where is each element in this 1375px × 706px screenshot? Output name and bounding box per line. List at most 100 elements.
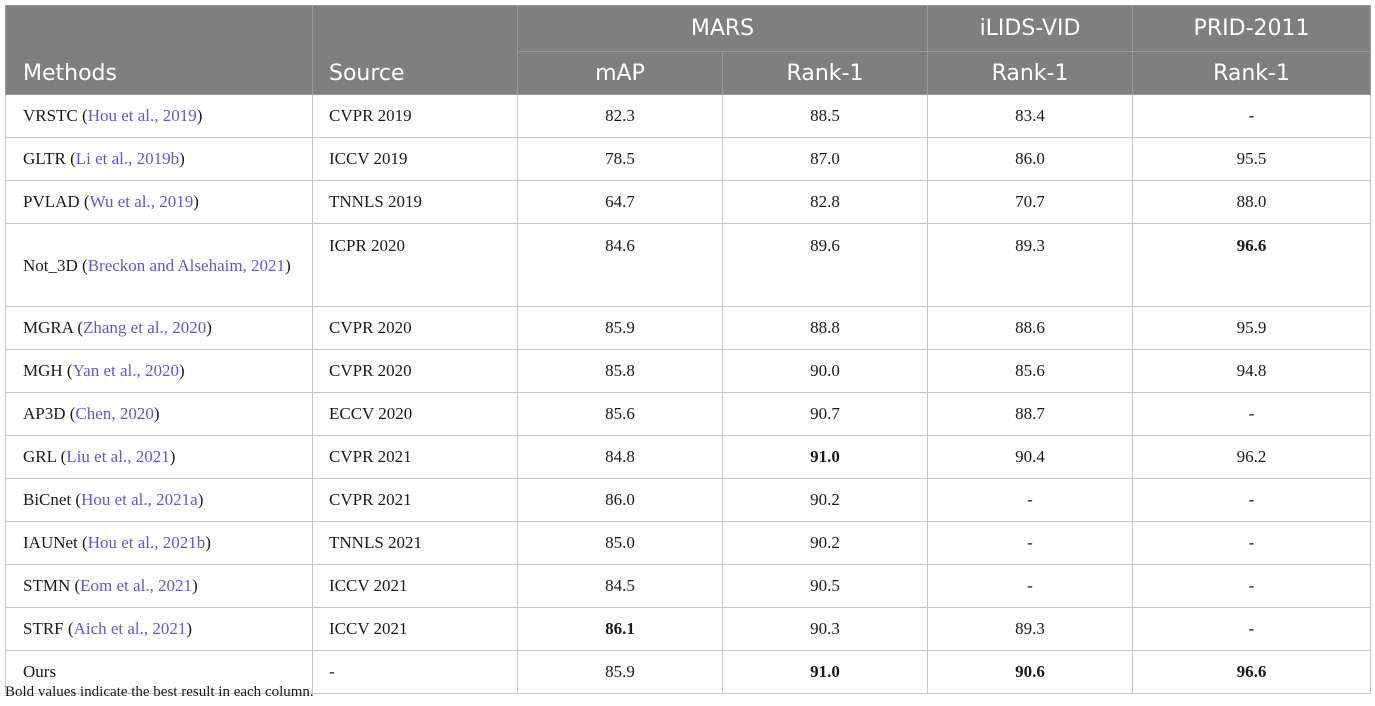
prid-rank1-cell: - [1132,607,1372,651]
ilids-rank1-cell: 70.7 [927,180,1134,224]
prid-rank1-cell: 96.6 [1132,650,1372,694]
header-source: Source [312,5,518,95]
mars-map-cell: 78.5 [517,137,723,181]
source-cell: ICPR 2020 [312,223,518,307]
prid-rank1-cell: 96.2 [1132,435,1372,479]
mars-map-cell: 84.5 [517,564,723,608]
mars-map-cell: 82.3 [517,94,723,138]
mars-map-cell: 85.9 [517,306,723,350]
method-cell: Not_3D (Breckon and Alsehaim, 2021) [5,223,313,307]
citation-link[interactable]: Wu et al., 2019 [89,192,194,211]
method-cell: GRL (Liu et al., 2021) [5,435,313,479]
method-name: IAUNet [23,533,78,552]
ilids-rank1-cell: 89.3 [927,607,1134,651]
source-cell: ICCV 2021 [312,607,518,651]
source-cell: CVPR 2020 [312,306,518,350]
method-cell: GLTR (Li et al., 2019b) [5,137,313,181]
mars-map-cell: 84.8 [517,435,723,479]
method-cell: MGH (Yan et al., 2020) [5,349,313,393]
method-name: STMN [23,576,71,595]
mars-map-cell: 85.8 [517,349,723,393]
prid-rank1-cell: 95.9 [1132,306,1372,350]
method-cell: MGRA (Zhang et al., 2020) [5,306,313,350]
method-name: PVLAD [23,192,80,211]
mars-rank1-cell: 89.6 [721,223,929,307]
ilids-rank1-cell: 83.4 [927,94,1134,138]
mars-rank1-cell: 91.0 [721,650,929,694]
table-row: IAUNet (Hou et al., 2021b) TNNLS 2021 85.0… [5,521,1372,565]
prid-rank1-cell: - [1132,392,1372,436]
method-name: AP3D [23,404,66,423]
method-cell: IAUNet (Hou et al., 2021b) [5,521,313,565]
method-cell: STMN (Eom et al., 2021) [5,564,313,608]
mars-rank1-cell: 90.5 [721,564,929,608]
method-name: STRF [23,619,64,638]
table-row: PVLAD (Wu et al., 2019) TNNLS 2019 64.7 82.… [5,180,1372,224]
ilids-rank1-cell: - [927,564,1134,608]
prid-rank1-cell: - [1132,564,1372,608]
method-name: BiCnet [23,490,72,509]
table-row: GRL (Liu et al., 2021) CVPR 2021 84.8 91.0 9… [5,435,1372,479]
source-cell: TNNLS 2021 [312,521,518,565]
table-row: STRF (Aich et al., 2021) ICCV 2021 86.1 90.… [5,607,1372,651]
mars-rank1-cell: 90.7 [721,392,929,436]
method-cell: VRSTC (Hou et al., 2019) [5,94,313,138]
mars-rank1-cell: 82.8 [721,180,929,224]
method-name: GLTR [23,149,66,168]
ilids-rank1-cell: 90.6 [927,650,1134,694]
method-cell: AP3D (Chen, 2020) [5,392,313,436]
citation-link[interactable]: Yan et al., 2020 [72,361,180,380]
method-name: MGRA [23,318,74,337]
prid-rank1-cell: - [1132,94,1372,138]
citation-link[interactable]: Li et al., 2019b [75,149,180,168]
ilids-rank1-cell: 89.3 [927,223,1134,307]
header-methods: Methods [5,5,313,95]
method-name: GRL [23,447,57,466]
citation-link[interactable]: Hou et al., 2019 [87,106,197,125]
table-row: Not_3D (Breckon and Alsehaim, 2021) ICPR … [5,223,1372,307]
table-header: Methods Source MARS iLIDS-VID PRID-2011 … [5,5,1372,95]
mars-rank1-cell: 88.8 [721,306,929,350]
mars-map-cell: 85.9 [517,650,723,694]
ilids-rank1-cell: - [927,521,1134,565]
mars-rank1-cell: 87.0 [721,137,929,181]
method-name: MGH [23,361,63,380]
prid-rank1-cell: - [1132,478,1372,522]
citation-link[interactable]: Liu et al., 2021 [66,447,170,466]
table-row: Ours -85.9 91.0 90.6 96.6 [5,650,1372,694]
prid-rank1-cell: 96.6 [1132,223,1372,307]
prid-rank1-cell: 88.0 [1132,180,1372,224]
citation-link[interactable]: Breckon and Alsehaim, 2021 [87,255,286,275]
source-cell: TNNLS 2019 [312,180,518,224]
table-row: MGRA (Zhang et al., 2020) CVPR 2020 85.9 88… [5,306,1372,350]
mars-rank1-cell: 88.5 [721,94,929,138]
header-mars-rank1: Rank-1 [721,51,929,95]
source-cell: CVPR 2021 [312,478,518,522]
prid-rank1-cell: 94.8 [1132,349,1372,393]
mars-map-cell: 85.6 [517,392,723,436]
source-cell: CVPR 2019 [312,94,518,138]
citation-link[interactable]: Hou et al., 2021a [81,490,198,509]
table-row: BiCnet (Hou et al., 2021a) CVPR 2021 86.0 9… [5,478,1372,522]
citation-link[interactable]: Aich et al., 2021 [73,619,187,638]
ilids-rank1-cell: 85.6 [927,349,1134,393]
citation-link[interactable]: Zhang et al., 2020 [83,318,207,337]
table-row: VRSTC (Hou et al., 2019) CVPR 2019 82.3 88.… [5,94,1372,138]
header-mars-map: mAP [517,51,723,95]
citation-link[interactable]: Hou et al., 2021b [87,533,206,552]
mars-map-cell: 86.1 [517,607,723,651]
table-footnote: Bold values indicate the best result in … [5,684,314,700]
mars-rank1-cell: 90.0 [721,349,929,393]
mars-rank1-cell: 91.0 [721,435,929,479]
prid-rank1-cell: 95.5 [1132,137,1372,181]
table-row: GLTR (Li et al., 2019b) ICCV 2019 78.5 87.0… [5,137,1372,181]
citation-link[interactable]: Eom et al., 2021 [80,576,193,595]
table-row: MGH (Yan et al., 2020) CVPR 2020 85.8 90.0 8… [5,349,1372,393]
source-cell: ICCV 2019 [312,137,518,181]
source-cell: - [312,650,518,694]
citation-link[interactable]: Chen, 2020 [75,404,154,423]
mars-map-cell: 84.6 [517,223,723,307]
mars-map-cell: 86.0 [517,478,723,522]
ilids-rank1-cell: 88.7 [927,392,1134,436]
source-cell: CVPR 2021 [312,435,518,479]
